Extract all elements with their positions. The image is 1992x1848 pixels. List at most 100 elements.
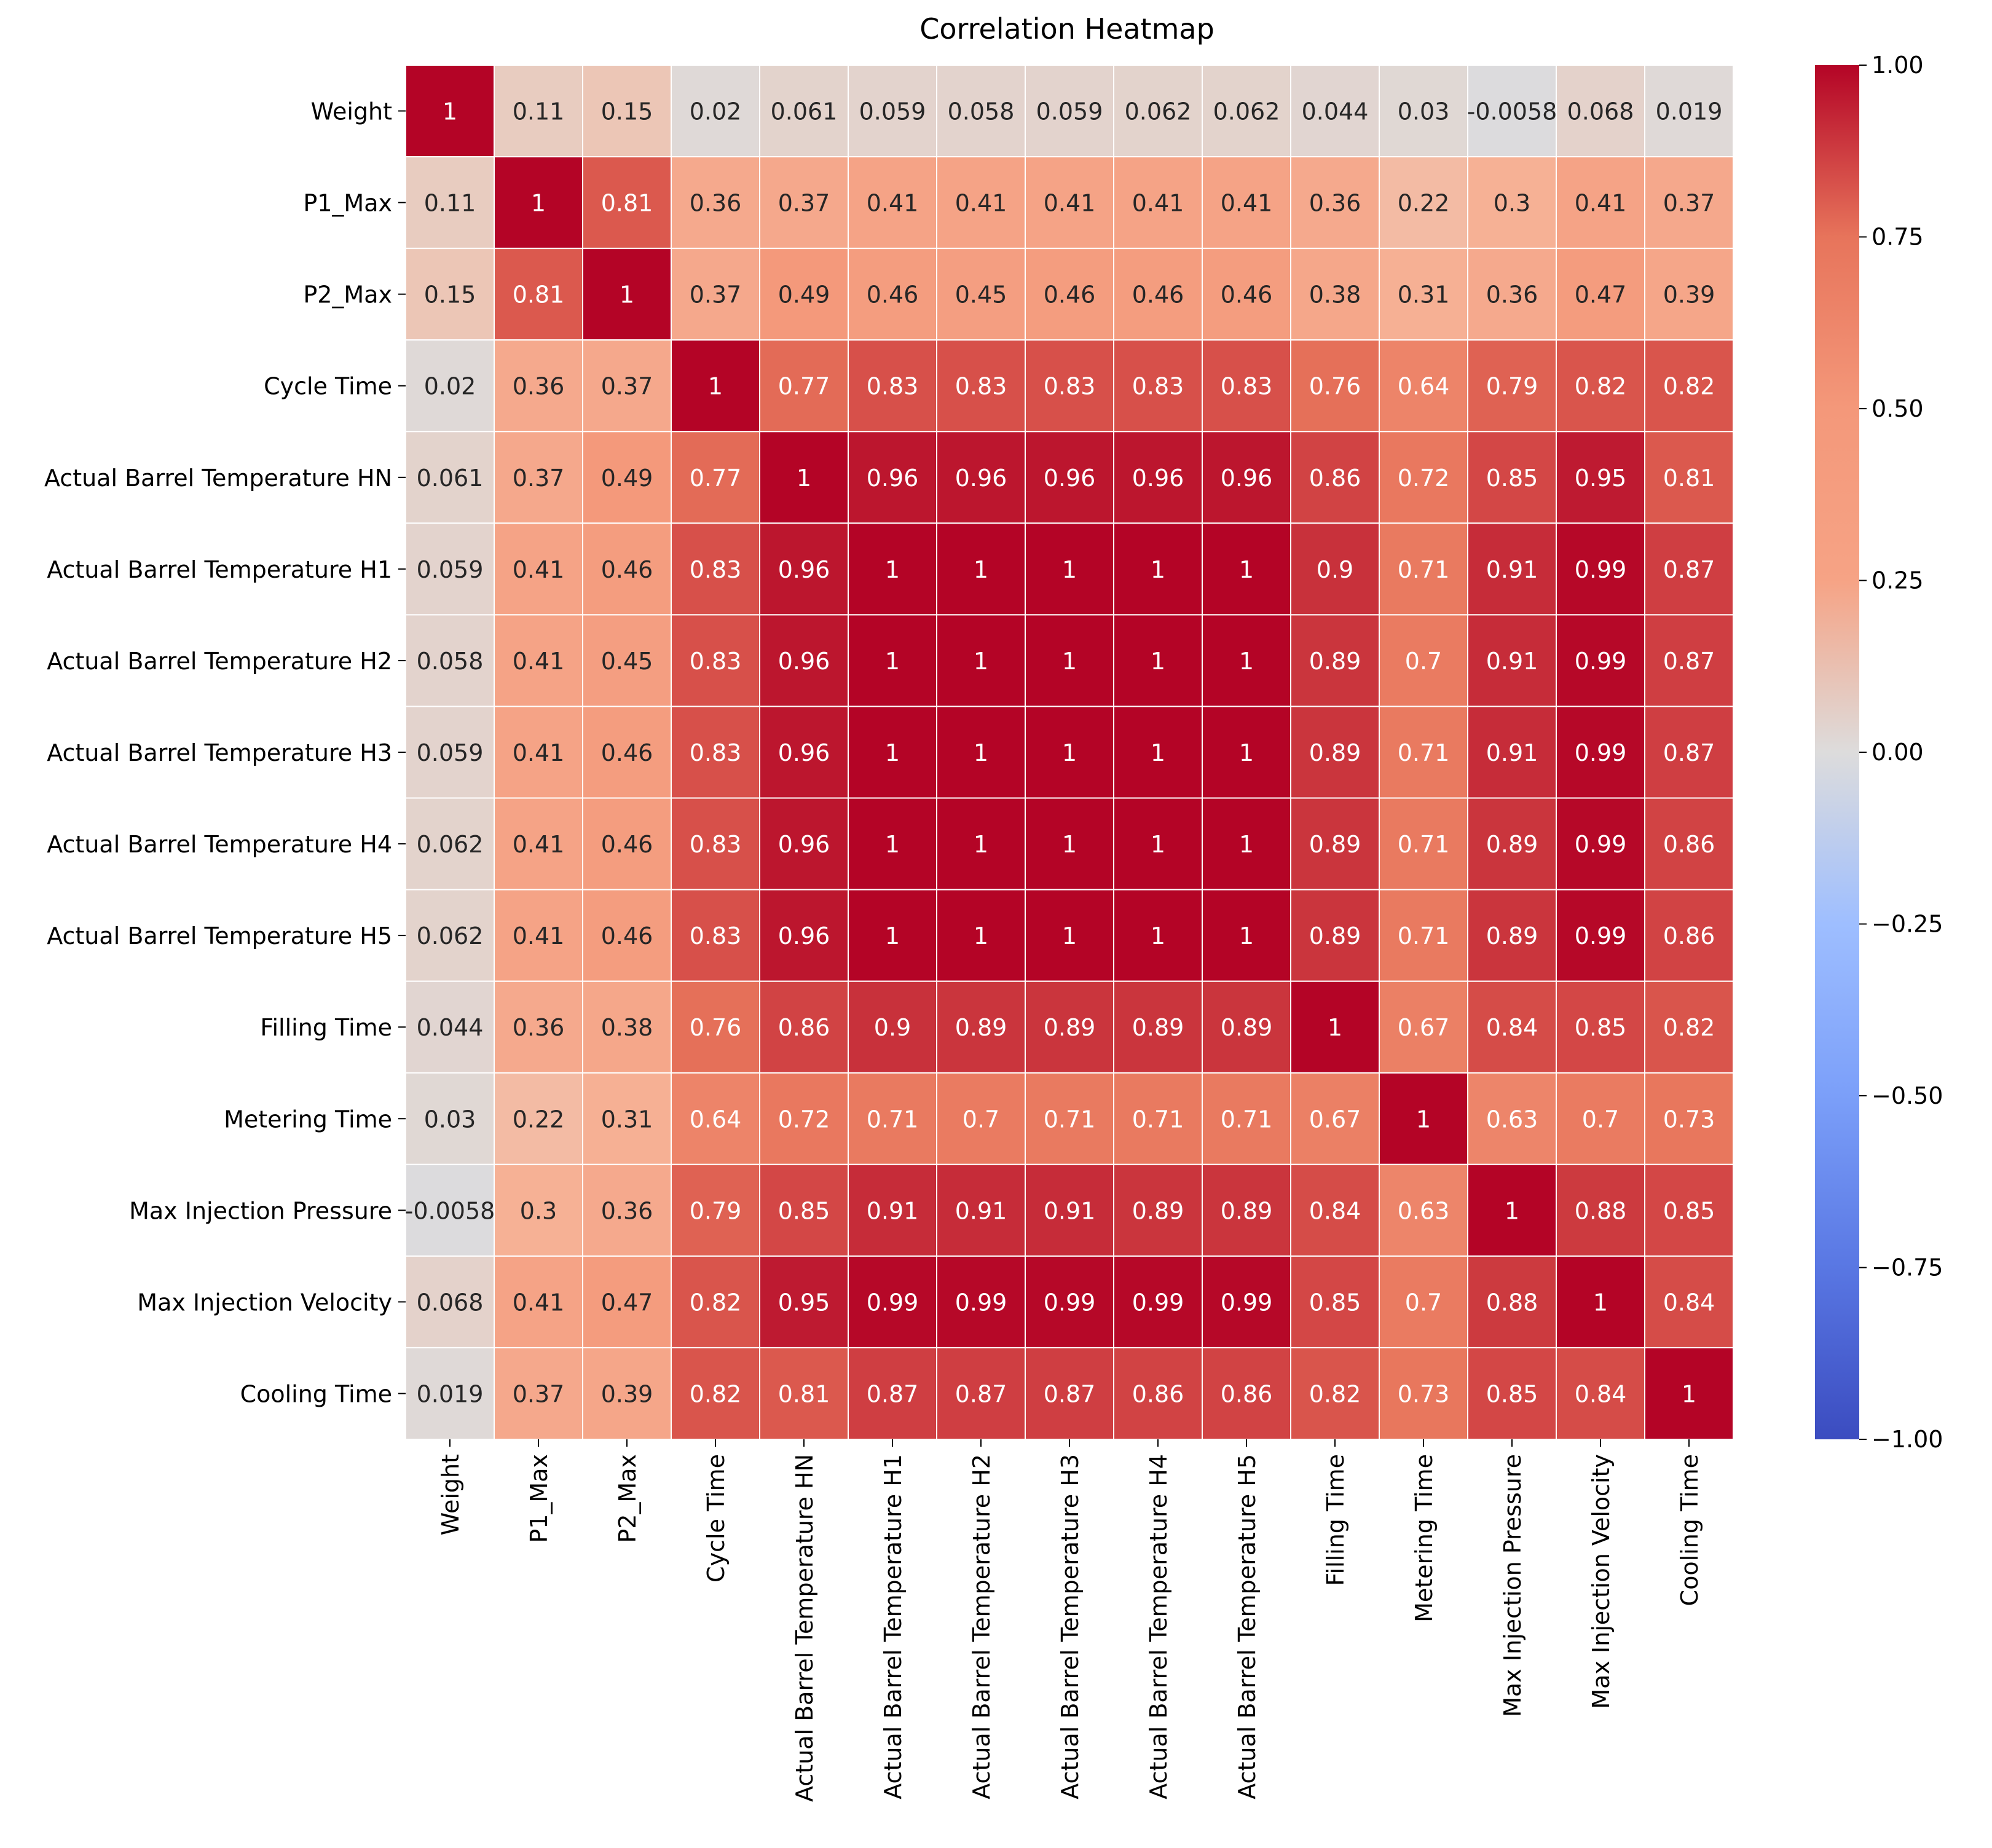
cell-value-label: 0.99: [1044, 1289, 1096, 1316]
cell-value-label: 1: [1151, 648, 1165, 675]
heatmap-cell: [1556, 1255, 1645, 1348]
cell-value-label: 0.15: [424, 281, 476, 309]
cell-value-label: 0.36: [513, 373, 565, 400]
y-tick-label: Cooling Time: [240, 1380, 392, 1407]
cell-value-label: 0.89: [1309, 831, 1361, 858]
heatmap-cell: [671, 156, 760, 250]
cell-value-label: 0.79: [690, 1197, 742, 1224]
heatmap-cells: [405, 65, 1734, 1441]
heatmap-cell: [1556, 65, 1645, 158]
heatmap-cell: [848, 248, 937, 341]
heatmap-cell: [494, 65, 583, 158]
heatmap-cell: [1202, 156, 1291, 250]
chart-title: Correlation Heatmap: [919, 12, 1214, 45]
cell-value-label: 0.7: [1405, 1289, 1442, 1316]
x-tick-label: P1_Max: [526, 1454, 553, 1543]
heatmap-cell: [671, 431, 760, 524]
heatmap-cell: [848, 156, 937, 250]
cell-value-label: 0.019: [1656, 98, 1723, 125]
heatmap-cell: [759, 156, 849, 250]
cell-value-label: 0.058: [417, 648, 484, 675]
cell-value-label: 0.85: [1663, 1197, 1715, 1224]
cell-value-label: 0.95: [778, 1289, 830, 1316]
cell-value-label: 0.068: [417, 1289, 484, 1316]
cell-value-label: 0.46: [1044, 281, 1096, 309]
heatmap-cell: [405, 248, 495, 341]
cell-value-label: 0.71: [867, 1106, 919, 1133]
cell-value-label: 1: [1328, 1014, 1342, 1041]
cell-value-label: 0.47: [601, 1289, 653, 1316]
cell-value-label: 0.99: [1575, 739, 1627, 766]
cell-value-label: 0.83: [690, 648, 742, 675]
cell-value-label: 0.061: [771, 98, 838, 125]
cell-value-label: 0.89: [1309, 648, 1361, 675]
cell-value-label: 0.64: [690, 1106, 742, 1133]
heatmap-cell: [582, 706, 672, 799]
cell-value-label: 0.89: [1486, 922, 1538, 950]
heatmap-cell: [582, 65, 672, 158]
heatmap-cell: [494, 614, 583, 707]
cell-value-label: 0.46: [1221, 281, 1273, 309]
heatmap-cell: [405, 1347, 495, 1441]
heatmap-cell: [405, 65, 495, 158]
cell-value-label: 0.85: [1486, 1380, 1538, 1407]
cell-value-label: 0.059: [417, 556, 484, 583]
heatmap-cell: [1467, 1163, 1557, 1257]
x-tick-label: Cooling Time: [1676, 1454, 1703, 1606]
cell-value-label: 0.83: [867, 373, 919, 400]
cell-value-label: 0.019: [417, 1380, 484, 1407]
heatmap-cell: [1379, 797, 1468, 891]
heatmap-cell: [1467, 431, 1557, 524]
cell-value-label: 0.96: [867, 465, 919, 492]
cell-value-label: 0.84: [1486, 1014, 1538, 1041]
heatmap-cell: [1025, 614, 1114, 707]
cell-value-label: 0.49: [601, 465, 653, 492]
heatmap-cell: [1025, 889, 1114, 982]
heatmap-cell: [848, 614, 937, 707]
x-tick-label: Metering Time: [1411, 1454, 1438, 1622]
heatmap-cell: [1467, 248, 1557, 341]
cell-value-label: 1: [1062, 648, 1077, 675]
heatmap-cell: [1644, 1163, 1734, 1257]
cell-value-label: 0.84: [1575, 1380, 1627, 1407]
cell-value-label: 1: [974, 648, 988, 675]
heatmap-cell: [1379, 248, 1468, 341]
cell-value-label: 0.37: [1663, 190, 1715, 217]
cell-value-label: 0.77: [778, 373, 830, 400]
cell-value-label: 0.99: [867, 1289, 919, 1316]
heatmap-cell: [1025, 65, 1114, 158]
colorbar-tick-label: 0.50: [1872, 395, 1924, 422]
heatmap-cell: [936, 1163, 1026, 1257]
heatmap-cell: [1556, 339, 1645, 433]
heatmap-cell: [1113, 1072, 1203, 1165]
cell-value-label: 0.03: [1398, 98, 1450, 125]
colorbar-tick-label: 0.25: [1872, 567, 1924, 594]
cell-value-label: 0.41: [513, 648, 565, 675]
cell-value-label: 0.88: [1486, 1289, 1538, 1316]
x-tick-label: Actual Barrel Temperature H3: [1057, 1454, 1084, 1799]
heatmap-cell: [1202, 522, 1291, 616]
cell-value-label: 0.38: [1309, 281, 1361, 309]
heatmap-cell: [494, 1072, 583, 1165]
cell-value-label: 0.83: [1221, 373, 1273, 400]
x-tick-label: Actual Barrel Temperature H1: [880, 1454, 907, 1799]
heatmap-cell: [1379, 614, 1468, 707]
cell-value-label: 0.41: [513, 556, 565, 583]
cell-value-label: 1: [974, 922, 988, 950]
heatmap-cell: [1290, 889, 1380, 982]
heatmap-cell: [1202, 980, 1291, 1074]
heatmap-cell: [1202, 706, 1291, 799]
cell-value-label: 0.41: [867, 190, 919, 217]
cell-value-label: 0.77: [690, 465, 742, 492]
heatmap-cell: [759, 614, 849, 707]
heatmap-cell: [405, 797, 495, 891]
cell-value-label: 0.96: [778, 922, 830, 950]
heatmap-cell: [759, 339, 849, 433]
cell-value-label: 0.062: [417, 831, 484, 858]
cell-value-label: 0.22: [1398, 190, 1450, 217]
cell-value-label: 0.062: [417, 922, 484, 950]
heatmap-cell: [1556, 797, 1645, 891]
x-tick-label: Weight: [437, 1454, 464, 1535]
cell-value-label: 0.02: [690, 98, 742, 125]
heatmap-cell: [494, 156, 583, 250]
